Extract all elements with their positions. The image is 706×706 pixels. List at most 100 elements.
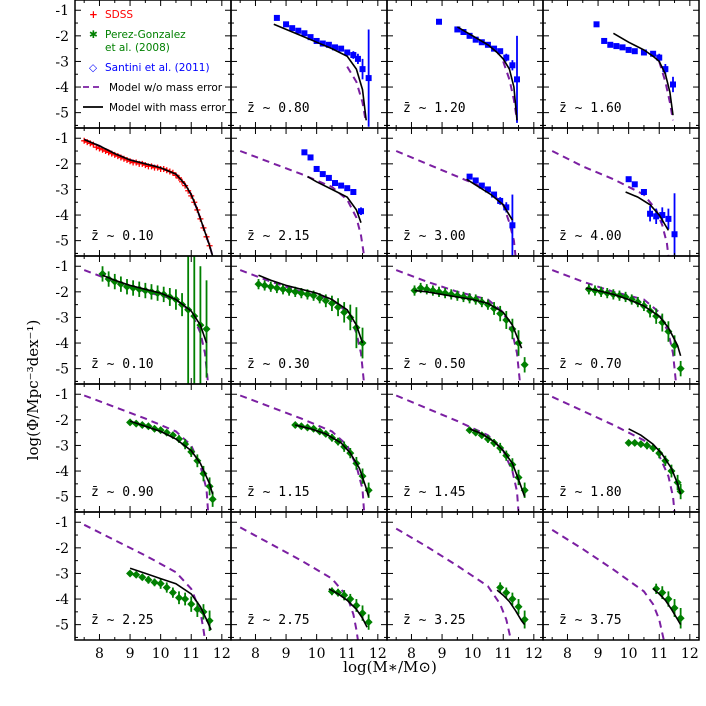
- perez-gonzalez-data-point: [643, 441, 651, 450]
- panel-content: [551, 269, 685, 384]
- legend-entry: + SDSS: [89, 9, 133, 21]
- redshift-label: z̄ ~ 3.25: [403, 613, 466, 628]
- x-tick-label: 9: [438, 646, 447, 662]
- y-tick-label: -3: [55, 54, 69, 70]
- perez-gonzalez-data-point: [272, 284, 281, 292]
- redshift-label: z̄ ~ 1.80: [559, 485, 622, 500]
- santini-data-point: [514, 76, 520, 83]
- panel: z̄ ~ 3.25 8 9 10 11 12: [386, 508, 544, 662]
- y-tick-label: -2: [55, 541, 69, 557]
- perez-gonzalez-data-point: [303, 290, 312, 299]
- x-tick-label: 9: [594, 646, 603, 662]
- perez-gonzalez-data-point: [364, 618, 373, 627]
- perez-gonzalez-data-point: [193, 605, 202, 614]
- santini-data-point: [359, 66, 366, 73]
- y-tick-label: -1: [55, 131, 69, 147]
- perez-gonzalez-data-point: [254, 280, 263, 289]
- redshift-label: z̄ ~ 1.15: [247, 485, 310, 500]
- legend-entry: Model with mass error: [83, 102, 227, 114]
- model-with-mass-error-line: [652, 588, 682, 626]
- model-with-mass-error-line: [612, 32, 674, 116]
- santini-data-point: [640, 189, 647, 195]
- santini-data-point: [460, 29, 467, 35]
- perez-gonzalez-data-point: [168, 588, 177, 597]
- y-tick-label: -2: [55, 285, 69, 301]
- legend-marker-icon: ✱: [89, 29, 98, 41]
- panel-content: [239, 149, 366, 256]
- perez-gonzalez-data-point: [664, 327, 673, 336]
- y-tick-label: -5: [55, 234, 69, 250]
- perez-gonzalez-data-point: [658, 588, 667, 597]
- santini-data-point: [332, 44, 338, 51]
- santini-data-point: [665, 215, 672, 222]
- model-with-mass-error-line: [328, 588, 368, 628]
- santini-data-point: [503, 54, 510, 61]
- redshift-label: z̄ ~ 0.30: [247, 357, 310, 372]
- panel-content: [551, 529, 685, 640]
- legend-entry: ◇ Santini et al. (2011): [89, 62, 210, 74]
- x-tick-label: 12: [525, 646, 543, 662]
- panel: z̄ ~ 3.75 8 9 10 11 12: [542, 508, 700, 662]
- santini-data-point: [509, 222, 516, 229]
- panel-content: [551, 150, 678, 256]
- perez-gonzalez-data-point: [658, 318, 667, 327]
- model-with-mass-error-line: [129, 567, 212, 631]
- santini-data-point: [301, 30, 308, 37]
- perez-gonzalez-data-point: [297, 289, 306, 298]
- santini-data-point: [472, 36, 479, 43]
- x-tick-label: 8: [563, 646, 572, 662]
- redshift-label: z̄ ~ 1.60: [559, 101, 622, 116]
- santini-data-point: [607, 41, 614, 48]
- santini-data-point: [358, 208, 364, 215]
- santini-data-point: [313, 37, 320, 44]
- perez-gonzalez-data-point: [132, 570, 141, 579]
- panel: z̄ ~ 0.30: [230, 252, 388, 385]
- y-tick-label: -1: [55, 3, 69, 19]
- panel: z̄ ~ 1.80: [542, 380, 700, 513]
- redshift-label: z̄ ~ 0.70: [559, 357, 622, 372]
- redshift-label: z̄ ~ 0.90: [91, 485, 154, 500]
- model-without-mass-error-line: [239, 269, 366, 384]
- y-tick-label: -3: [55, 310, 69, 326]
- santini-data-point: [350, 189, 357, 195]
- x-tick-label: 10: [308, 646, 326, 662]
- x-tick-label: 9: [282, 646, 291, 662]
- perez-gonzalez-data-point: [652, 312, 661, 321]
- perez-gonzalez-data-point: [150, 578, 159, 587]
- perez-gonzalez-data-point: [652, 584, 661, 593]
- redshift-label: z̄ ~ 0.10: [91, 357, 154, 372]
- perez-gonzalez-data-point: [496, 583, 505, 592]
- redshift-label: z̄ ~ 2.75: [247, 613, 310, 628]
- santini-data-point: [613, 43, 620, 50]
- model-with-mass-error-line: [585, 287, 682, 357]
- santini-data-point: [365, 75, 372, 82]
- santini-data-point: [625, 46, 632, 53]
- perez-gonzalez-data-point: [126, 418, 135, 427]
- legend-label: Perez-Gonzalez: [105, 29, 186, 41]
- panel-content: [81, 137, 214, 256]
- x-tick-label: 12: [369, 646, 387, 662]
- perez-gonzalez-data-point: [144, 575, 153, 584]
- santini-data-point: [650, 50, 657, 57]
- panel: z̄ ~ 1.15: [230, 380, 388, 513]
- perez-gonzalez-data-point: [208, 495, 217, 504]
- y-tick-label: -2: [55, 29, 69, 45]
- y-tick-label: -3: [55, 438, 69, 454]
- model-without-mass-error-line: [83, 523, 206, 640]
- x-tick-label: 12: [213, 646, 231, 662]
- panel-content: [239, 269, 367, 384]
- perez-gonzalez-data-point: [138, 573, 147, 582]
- redshift-label: z̄ ~ 2.15: [247, 229, 310, 244]
- model-with-mass-error-line: [466, 178, 514, 221]
- x-tick-label: 10: [620, 646, 638, 662]
- model-with-mass-error-line: [456, 26, 518, 121]
- santini-data-point: [653, 213, 660, 220]
- santini-data-point: [325, 174, 332, 181]
- panel-content: [395, 269, 529, 384]
- santini-data-point: [319, 171, 326, 178]
- perez-gonzalez-data-point: [624, 438, 633, 447]
- model-with-mass-error-line: [496, 589, 526, 626]
- santini-data-point: [640, 49, 647, 56]
- santini-data-point: [656, 54, 663, 61]
